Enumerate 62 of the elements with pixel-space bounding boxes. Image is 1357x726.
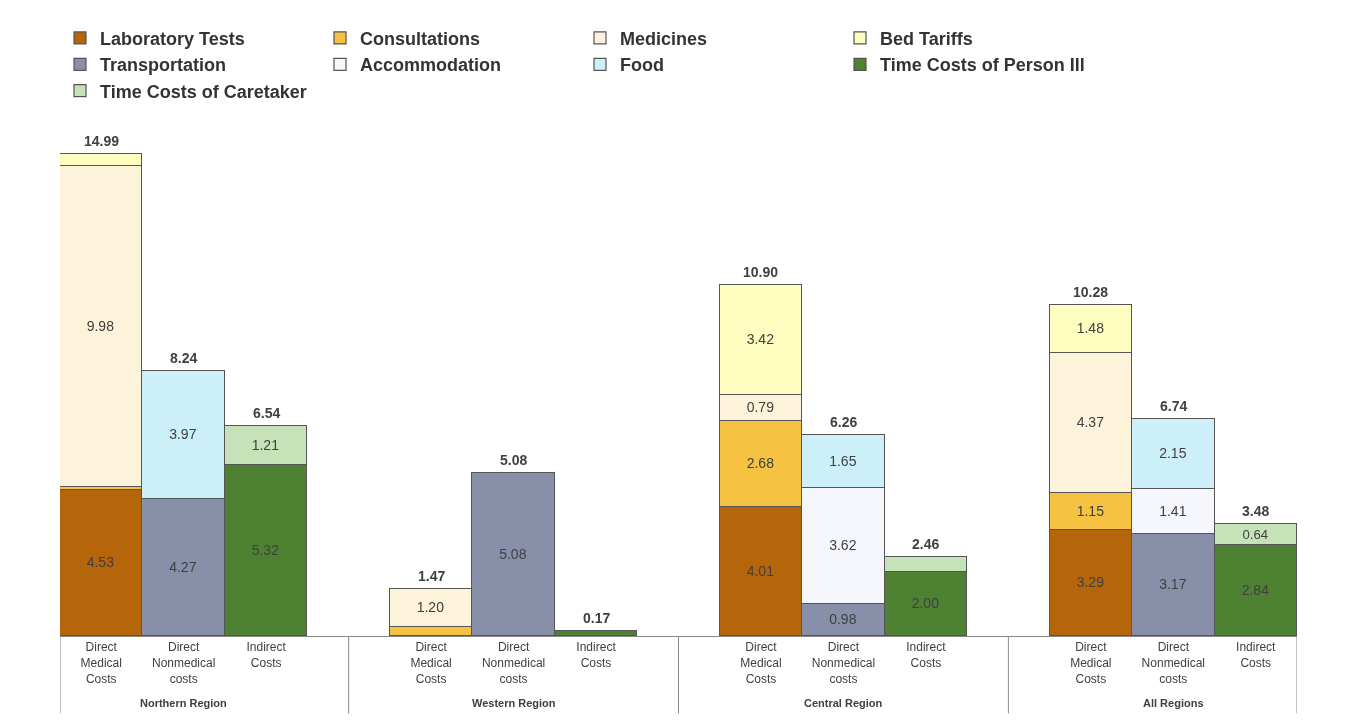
text: Northern Region bbox=[140, 697, 228, 709]
data-label: 1.41 bbox=[1159, 502, 1187, 519]
text: Central Region bbox=[804, 697, 883, 709]
total-label: 6.54 bbox=[253, 405, 281, 421]
x-tick-label: Direct Medical Costs bbox=[1070, 640, 1112, 686]
data-label: 1.20 bbox=[416, 599, 445, 616]
data-label: 3.17 bbox=[1159, 576, 1187, 593]
total-label: 2.46 bbox=[912, 536, 940, 552]
total-label: 14.99 bbox=[84, 133, 120, 149]
x-tick-label: Direct Medical Costs bbox=[410, 640, 452, 686]
data-label: 2.68 bbox=[746, 455, 775, 472]
data-label: 4.53 bbox=[86, 554, 115, 571]
data-label: 2.00 bbox=[911, 595, 940, 612]
data-label: 3.62 bbox=[829, 537, 857, 554]
x-tick-label: Direct Nonmedical costs bbox=[811, 640, 876, 686]
total-label: 1.47 bbox=[418, 568, 446, 584]
total-label: 6.74 bbox=[1160, 398, 1188, 414]
legend-label: Accommodation bbox=[360, 55, 502, 76]
text: Western Region bbox=[472, 697, 556, 709]
data-label: 1.21 bbox=[251, 436, 280, 453]
data-label: 9.98 bbox=[86, 317, 115, 334]
total-label: 5.08 bbox=[500, 452, 528, 468]
data-label: 1.65 bbox=[829, 452, 857, 469]
legend-label: Time Costs of Caretaker bbox=[100, 81, 307, 102]
x-tick-label: Indirect Costs bbox=[1236, 640, 1277, 670]
data-label: 3.97 bbox=[169, 426, 197, 443]
x-tick-label: Indirect Costs bbox=[576, 640, 617, 670]
legend-label: Laboratory Tests bbox=[100, 28, 245, 49]
data-label: 0.64 bbox=[1242, 526, 1269, 542]
x-tick-label: Direct Medical Costs bbox=[740, 640, 782, 686]
x-tick-label: Direct Nonmedical costs bbox=[152, 640, 216, 686]
x-tick-label: Direct Nonmedical costs bbox=[481, 640, 546, 686]
data-label: 0.98 bbox=[829, 611, 857, 628]
x-tick-label: Indirect Costs bbox=[906, 640, 947, 670]
total-label: 3.48 bbox=[1242, 503, 1270, 519]
data-label: 1.48 bbox=[1076, 320, 1105, 337]
total-label: 8.24 bbox=[170, 350, 198, 366]
data-label: 3.42 bbox=[746, 331, 775, 348]
total-label: 10.28 bbox=[1073, 284, 1109, 300]
data-label: 2.84 bbox=[1241, 581, 1270, 598]
legend-label: Time Costs of Person Ill bbox=[880, 55, 1085, 76]
x-tick-label: Direct Nonmedical costs bbox=[1141, 640, 1205, 686]
data-label: 4.01 bbox=[746, 562, 775, 579]
legend-label: Medicines bbox=[620, 28, 708, 49]
x-tick-label: Direct Medical Costs bbox=[80, 640, 122, 686]
data-label: 1.15 bbox=[1076, 502, 1105, 519]
data-label: 5.32 bbox=[251, 541, 280, 558]
legend-label: Transportation bbox=[100, 55, 227, 76]
total-label: 6.26 bbox=[830, 414, 858, 430]
x-tick-label: Indirect Costs bbox=[246, 640, 287, 670]
legend-label: Food bbox=[620, 55, 664, 76]
data-label: 2.15 bbox=[1159, 445, 1187, 462]
legend-label: Bed Tariffs bbox=[880, 28, 973, 49]
data-label: 4.27 bbox=[169, 558, 197, 575]
total-label: 10.90 bbox=[743, 264, 779, 280]
data-label: 5.08 bbox=[499, 545, 527, 562]
legend-label: Consultations bbox=[360, 28, 480, 49]
total-label: 0.17 bbox=[583, 610, 611, 626]
data-label: 0.79 bbox=[746, 399, 775, 416]
data-label: 4.37 bbox=[1076, 414, 1105, 431]
text: All Regions bbox=[1143, 697, 1204, 709]
data-label: 3.29 bbox=[1076, 574, 1105, 591]
